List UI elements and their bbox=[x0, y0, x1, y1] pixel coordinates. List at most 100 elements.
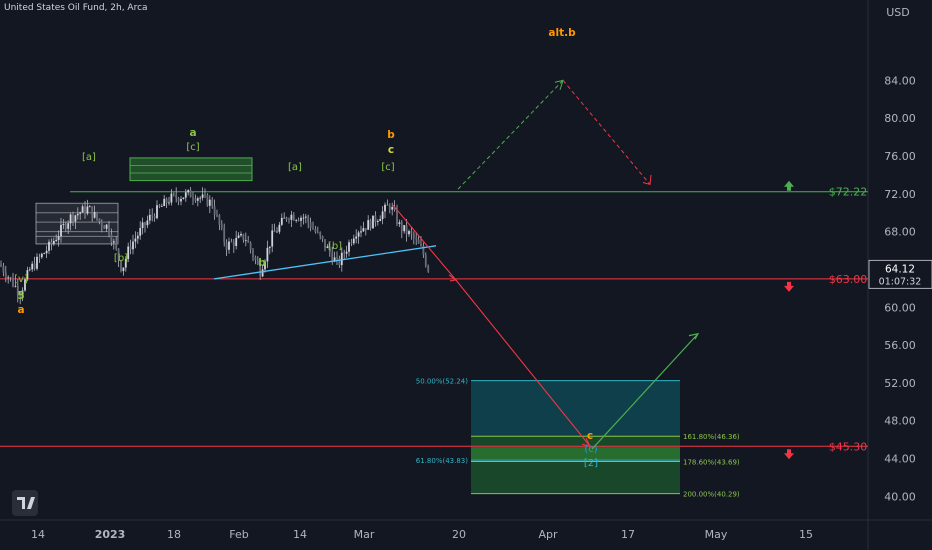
fib-zone-teal bbox=[471, 380, 680, 437]
candle bbox=[88, 205, 91, 208]
candle-body bbox=[386, 204, 389, 206]
candle-body bbox=[55, 240, 58, 241]
candle-body bbox=[26, 270, 29, 280]
candle bbox=[304, 213, 307, 224]
wave-label: c bbox=[587, 430, 593, 442]
candle bbox=[244, 232, 247, 247]
candle-body bbox=[127, 246, 130, 259]
candle bbox=[158, 203, 161, 209]
y-tick-label: 80.00 bbox=[884, 112, 916, 125]
candle bbox=[204, 188, 206, 199]
candle bbox=[252, 248, 254, 262]
level-label: $45.30 bbox=[829, 440, 868, 453]
candle bbox=[271, 224, 274, 253]
candle bbox=[170, 189, 173, 206]
candle bbox=[256, 256, 259, 266]
wave-label: (c) bbox=[584, 444, 597, 455]
candle bbox=[357, 230, 360, 244]
candle-body bbox=[76, 213, 79, 216]
candle-body bbox=[52, 240, 55, 244]
logo-mark bbox=[17, 497, 35, 509]
fib-zone-green-band bbox=[471, 447, 680, 460]
candle-body bbox=[321, 236, 324, 240]
candle bbox=[132, 234, 134, 255]
candle-body bbox=[24, 279, 26, 291]
wave-label: [c] bbox=[186, 142, 199, 153]
candle bbox=[110, 228, 113, 246]
candle bbox=[189, 187, 192, 198]
wave-label: a bbox=[189, 127, 196, 139]
candle-body bbox=[417, 239, 420, 244]
candle bbox=[194, 194, 197, 203]
candle-body bbox=[199, 197, 202, 199]
candle bbox=[108, 221, 110, 238]
candle-body bbox=[343, 252, 346, 254]
wave-label: [v] bbox=[14, 274, 28, 285]
candle bbox=[326, 244, 329, 249]
y-tick-label: 76.00 bbox=[884, 150, 916, 163]
alt-path-down bbox=[562, 80, 651, 185]
candle bbox=[64, 221, 67, 232]
candle bbox=[38, 253, 41, 263]
candle bbox=[362, 221, 365, 232]
candle-body bbox=[182, 197, 185, 200]
candle-body bbox=[160, 205, 163, 207]
candle bbox=[297, 217, 300, 222]
candle bbox=[384, 202, 386, 219]
x-tick-label: 15 bbox=[799, 528, 813, 541]
candle-body bbox=[398, 222, 401, 225]
candle-body bbox=[2, 266, 5, 273]
candle bbox=[12, 272, 14, 288]
candle-body bbox=[266, 247, 269, 262]
candle bbox=[117, 248, 120, 267]
candle bbox=[280, 213, 283, 226]
currency-label: USD bbox=[886, 6, 910, 19]
candle-body bbox=[328, 246, 331, 253]
candle-body bbox=[36, 256, 38, 269]
candle bbox=[300, 215, 302, 227]
candle-body bbox=[93, 212, 96, 218]
tradingview-logo bbox=[12, 490, 38, 516]
candle-body bbox=[115, 241, 118, 249]
candle-body bbox=[316, 231, 319, 233]
candle bbox=[122, 267, 125, 276]
candle-body bbox=[223, 227, 226, 243]
wave-label: b bbox=[258, 257, 266, 269]
candle bbox=[148, 208, 151, 225]
candle-body bbox=[333, 257, 336, 262]
candle-body bbox=[31, 263, 34, 270]
candle bbox=[235, 230, 238, 250]
candle-body bbox=[228, 241, 230, 250]
candle-body bbox=[309, 222, 312, 229]
candle bbox=[86, 199, 89, 216]
wave-label: a bbox=[17, 304, 24, 316]
candle bbox=[290, 210, 293, 227]
candle bbox=[288, 217, 290, 224]
candle-body bbox=[50, 241, 53, 244]
candle-body bbox=[4, 272, 7, 278]
candle-body bbox=[79, 212, 82, 214]
candle-body bbox=[384, 204, 386, 212]
candle bbox=[28, 266, 31, 272]
fib-label: 61.80%(43.83) bbox=[416, 457, 468, 465]
candle bbox=[328, 243, 331, 257]
candle-body bbox=[230, 241, 233, 243]
candle bbox=[228, 237, 230, 254]
green-target-box bbox=[129, 157, 253, 182]
candle-body bbox=[158, 205, 161, 207]
candle-body bbox=[132, 241, 134, 250]
candle-body bbox=[283, 217, 286, 219]
wave-label: [c] bbox=[381, 162, 394, 173]
candle bbox=[285, 216, 288, 222]
level-label: $72.22 bbox=[829, 186, 868, 199]
candle bbox=[367, 215, 370, 230]
candle bbox=[415, 231, 418, 246]
candle bbox=[352, 234, 355, 246]
candle bbox=[372, 215, 374, 229]
y-tick-label: 52.00 bbox=[884, 377, 916, 390]
candle-body bbox=[237, 235, 240, 238]
candle bbox=[172, 192, 175, 197]
candle-body bbox=[201, 194, 204, 198]
candle-body bbox=[340, 252, 343, 266]
